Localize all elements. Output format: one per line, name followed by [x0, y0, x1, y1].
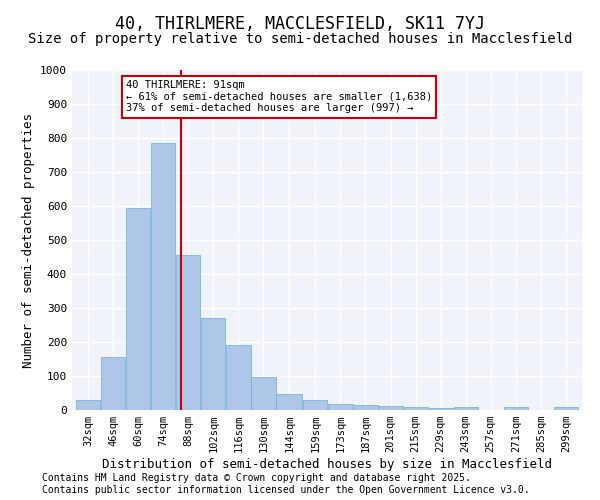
X-axis label: Distribution of semi-detached houses by size in Macclesfield: Distribution of semi-detached houses by …: [102, 458, 552, 471]
Text: 40, THIRLMERE, MACCLESFIELD, SK11 7YJ: 40, THIRLMERE, MACCLESFIELD, SK11 7YJ: [115, 15, 485, 33]
Bar: [126, 208, 150, 410]
Bar: [101, 358, 125, 410]
Bar: [277, 394, 302, 410]
Bar: [428, 408, 453, 410]
Y-axis label: Number of semi-detached properties: Number of semi-detached properties: [22, 112, 35, 368]
Bar: [404, 408, 428, 410]
Bar: [151, 143, 175, 410]
Bar: [504, 406, 528, 410]
Bar: [251, 377, 275, 410]
Bar: [379, 406, 403, 410]
Bar: [76, 400, 100, 410]
Text: 40 THIRLMERE: 91sqm
← 61% of semi-detached houses are smaller (1,638)
37% of sem: 40 THIRLMERE: 91sqm ← 61% of semi-detach…: [125, 80, 432, 114]
Bar: [454, 408, 478, 410]
Bar: [328, 404, 353, 410]
Bar: [303, 400, 328, 410]
Bar: [554, 406, 578, 410]
Bar: [176, 256, 200, 410]
Text: Contains HM Land Registry data © Crown copyright and database right 2025.
Contai: Contains HM Land Registry data © Crown c…: [42, 474, 530, 495]
Bar: [201, 318, 226, 410]
Bar: [353, 405, 377, 410]
Bar: [226, 346, 251, 410]
Text: Size of property relative to semi-detached houses in Macclesfield: Size of property relative to semi-detach…: [28, 32, 572, 46]
